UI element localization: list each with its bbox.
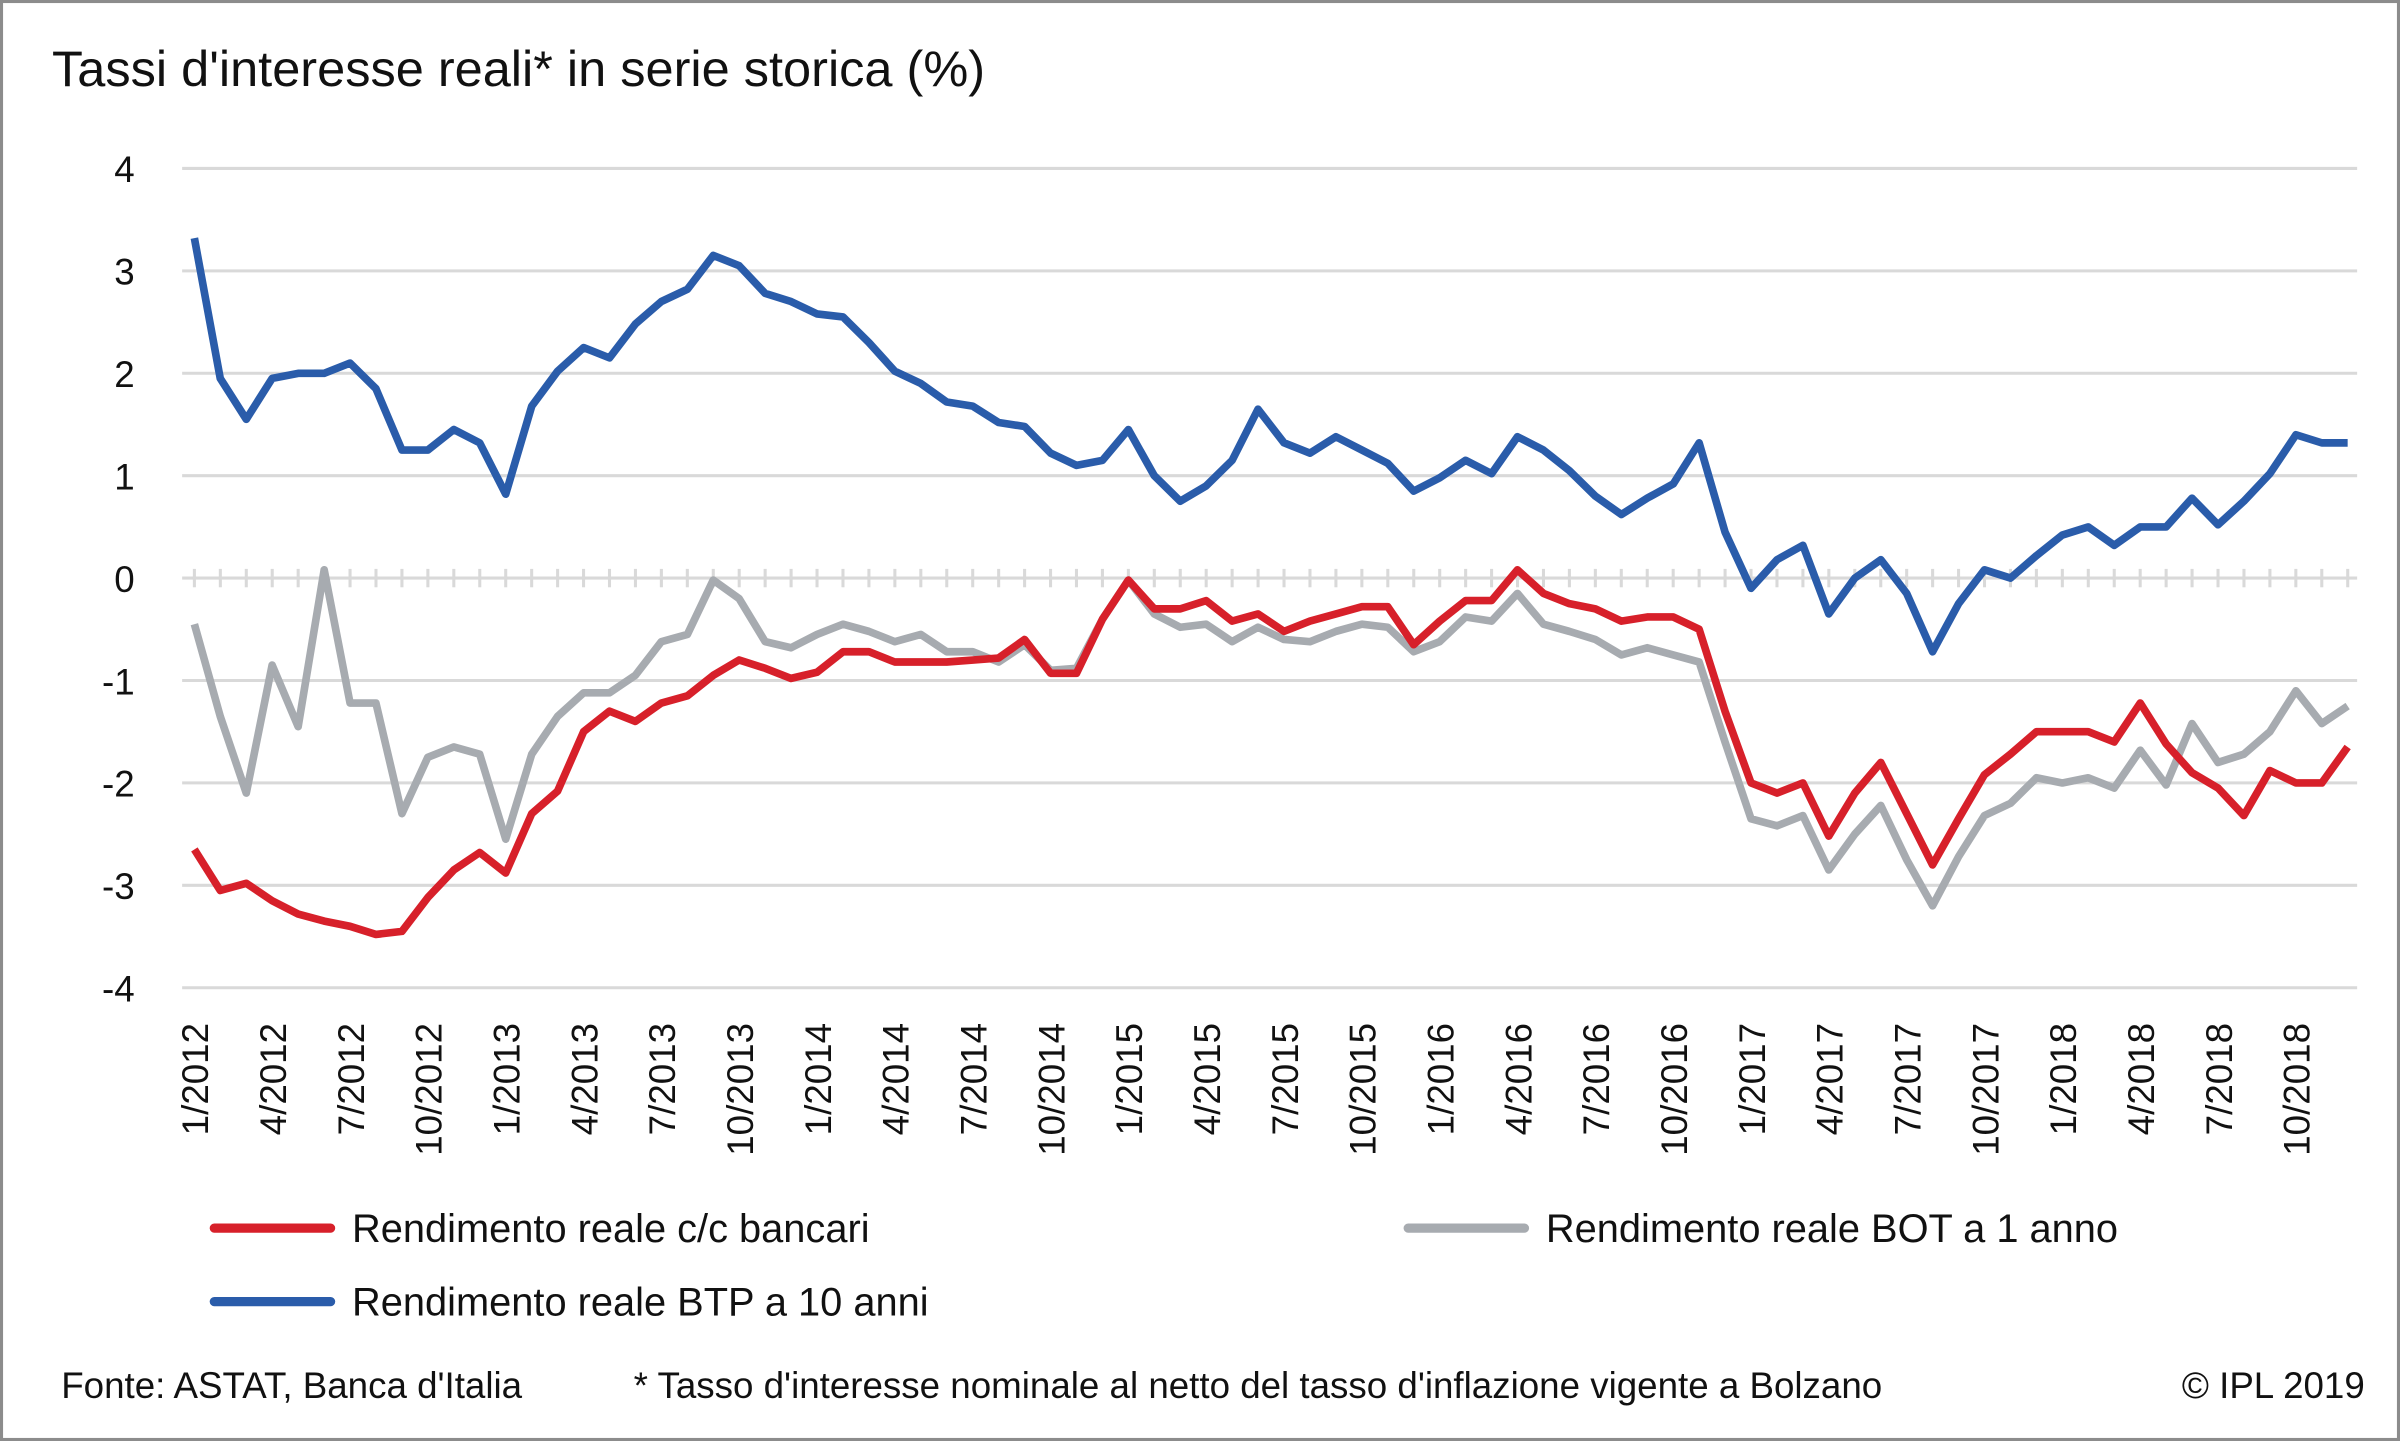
x-tick-label: 1/2016 bbox=[1420, 1023, 1461, 1135]
legend-label: Rendimento reale c/c bancari bbox=[352, 1207, 870, 1251]
x-tick-label: 10/2016 bbox=[1654, 1023, 1695, 1156]
x-tick-label: 7/2015 bbox=[1265, 1023, 1306, 1135]
y-tick-label: -4 bbox=[102, 968, 135, 1009]
x-tick-label: 10/2018 bbox=[2277, 1023, 2318, 1156]
x-tick-label: 10/2014 bbox=[1031, 1023, 1072, 1156]
chart-title: Tassi d'interesse reali* in serie storic… bbox=[52, 40, 985, 97]
series-line bbox=[190, 565, 2350, 910]
y-tick-label: -1 bbox=[102, 661, 135, 702]
y-tick-label: -3 bbox=[102, 866, 135, 907]
x-tick-label: 10/2015 bbox=[1343, 1023, 1384, 1156]
x-tick-label: 4/2018 bbox=[2121, 1023, 2162, 1135]
series-line bbox=[191, 565, 2351, 939]
x-tick-label: 10/2012 bbox=[409, 1023, 450, 1156]
x-tick-label: 1/2015 bbox=[1109, 1023, 1150, 1135]
x-tick-label: 7/2013 bbox=[642, 1023, 683, 1135]
y-tick-label: 1 bbox=[114, 456, 134, 497]
x-tick-label: 7/2017 bbox=[1887, 1023, 1928, 1135]
x-tick-label: 7/2016 bbox=[1576, 1023, 1617, 1135]
series-line bbox=[190, 237, 2348, 656]
x-tick-label: 7/2018 bbox=[2199, 1023, 2240, 1135]
x-tick-label: 1/2012 bbox=[175, 1023, 216, 1135]
x-tick-label: 4/2017 bbox=[1810, 1023, 1851, 1135]
y-tick-label: 0 bbox=[114, 559, 134, 600]
x-tick-label: 1/2018 bbox=[2043, 1023, 2084, 1135]
x-tick-label: 7/2014 bbox=[953, 1023, 994, 1135]
y-tick-label: 3 bbox=[114, 252, 134, 293]
x-tick-label: 4/2013 bbox=[564, 1023, 605, 1135]
y-tick-label: -2 bbox=[102, 764, 135, 805]
y-tick-label: 2 bbox=[114, 354, 134, 395]
x-tick-label: 1/2014 bbox=[798, 1023, 839, 1135]
x-tick-label: 4/2012 bbox=[253, 1023, 294, 1135]
x-tick-label: 4/2014 bbox=[876, 1023, 917, 1135]
source: Fonte: ASTAT, Banca d'Italia bbox=[61, 1365, 522, 1406]
x-tick-label: 7/2012 bbox=[331, 1023, 372, 1135]
x-tick-label: 4/2016 bbox=[1498, 1023, 1539, 1135]
copyright: © IPL 2019 bbox=[2182, 1365, 2365, 1406]
x-tick-label: 4/2015 bbox=[1187, 1023, 1228, 1135]
legend-label: Rendimento reale BTP a 10 anni bbox=[352, 1280, 929, 1324]
legend-label: Rendimento reale BOT a 1 anno bbox=[1546, 1207, 2118, 1251]
x-tick-label: 10/2013 bbox=[720, 1023, 761, 1156]
x-tick-label: 1/2013 bbox=[486, 1023, 527, 1135]
x-tick-label: 10/2017 bbox=[1965, 1023, 2006, 1156]
x-tick-label: 1/2017 bbox=[1732, 1023, 1773, 1135]
y-tick-label: 4 bbox=[114, 149, 134, 190]
note: * Tasso d'interesse nominale al netto de… bbox=[634, 1365, 1883, 1406]
